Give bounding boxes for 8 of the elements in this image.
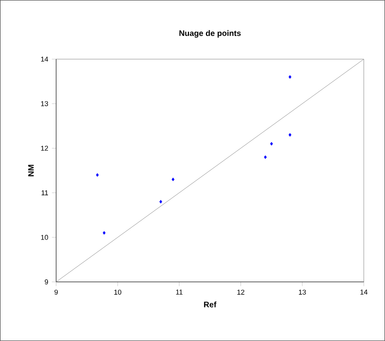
point bbox=[288, 75, 292, 79]
point bbox=[288, 133, 292, 137]
point bbox=[159, 200, 162, 204]
point bbox=[264, 155, 267, 159]
point bbox=[172, 178, 174, 182]
point bbox=[270, 142, 273, 146]
point bbox=[96, 173, 99, 177]
point bbox=[102, 231, 106, 235]
